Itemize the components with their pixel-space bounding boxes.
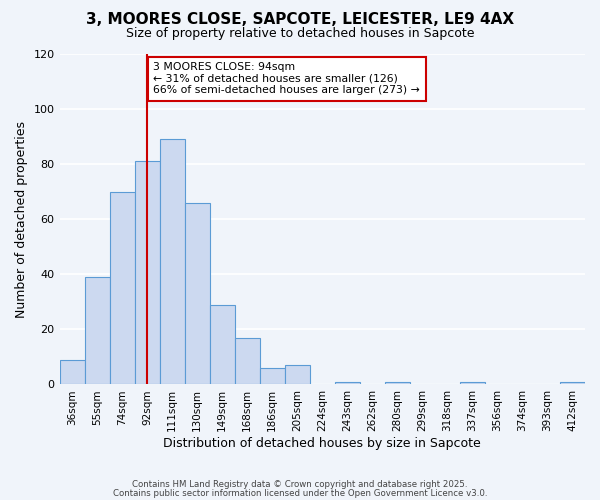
Y-axis label: Number of detached properties: Number of detached properties [15,120,28,318]
Bar [285,365,310,384]
Bar [260,368,285,384]
Text: Contains HM Land Registry data © Crown copyright and database right 2025.: Contains HM Land Registry data © Crown c… [132,480,468,489]
Bar [560,382,585,384]
Bar [460,382,485,384]
Bar [335,382,360,384]
Text: Size of property relative to detached houses in Sapcote: Size of property relative to detached ho… [126,28,474,40]
Bar [209,304,235,384]
Bar [385,382,410,384]
Bar [110,192,134,384]
Bar [185,202,209,384]
Bar [160,140,185,384]
Bar [235,338,260,384]
Text: 3, MOORES CLOSE, SAPCOTE, LEICESTER, LE9 4AX: 3, MOORES CLOSE, SAPCOTE, LEICESTER, LE9… [86,12,514,28]
Bar [85,277,110,384]
X-axis label: Distribution of detached houses by size in Sapcote: Distribution of detached houses by size … [163,437,481,450]
Bar [59,360,85,384]
Text: 3 MOORES CLOSE: 94sqm
← 31% of detached houses are smaller (126)
66% of semi-det: 3 MOORES CLOSE: 94sqm ← 31% of detached … [154,62,420,96]
Text: Contains public sector information licensed under the Open Government Licence v3: Contains public sector information licen… [113,488,487,498]
Bar [134,162,160,384]
